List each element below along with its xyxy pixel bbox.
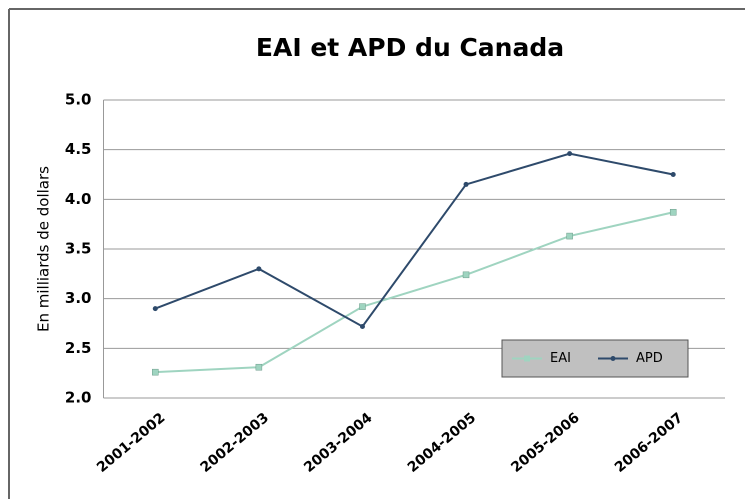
series-line (155, 211, 674, 374)
legend-marker (610, 356, 616, 361)
point (669, 208, 677, 216)
point (462, 271, 470, 279)
chart-title: EAI et APD du Canada (256, 33, 564, 62)
point (255, 363, 263, 371)
y-tick-label: 5.0 (65, 91, 92, 109)
point (152, 368, 159, 376)
x-tick-label: 2003-2004 (301, 410, 376, 476)
point (359, 323, 365, 329)
point (566, 232, 573, 240)
point (567, 151, 573, 157)
y-tick-label: 3.5 (65, 240, 92, 258)
point (152, 306, 158, 312)
legend: EAI APD (501, 339, 689, 378)
point (670, 172, 676, 177)
x-tick-label: 2002-2003 (198, 410, 272, 476)
legend-label: APD (636, 351, 663, 366)
y-tick-label: 4.5 (65, 140, 92, 158)
x-tick-label: 2006-2007 (612, 410, 686, 476)
point (463, 181, 469, 187)
x-tick-label: 2001-2002 (94, 410, 168, 476)
y-tick-label: 2.0 (65, 389, 92, 407)
y-axis-label: En milliards de dollars (35, 166, 53, 332)
legend-label: EAI (550, 351, 571, 366)
series-line (154, 152, 674, 328)
x-tick-label: 2005-2006 (508, 410, 582, 476)
y-tick-label: 2.5 (65, 339, 92, 357)
point (359, 303, 366, 310)
point (256, 266, 262, 272)
legend-marker (524, 355, 530, 362)
x-tick-label: 2004-2005 (405, 410, 479, 476)
y-tick-label: 4.0 (65, 190, 92, 208)
y-tick-label: 3.0 (65, 289, 92, 307)
